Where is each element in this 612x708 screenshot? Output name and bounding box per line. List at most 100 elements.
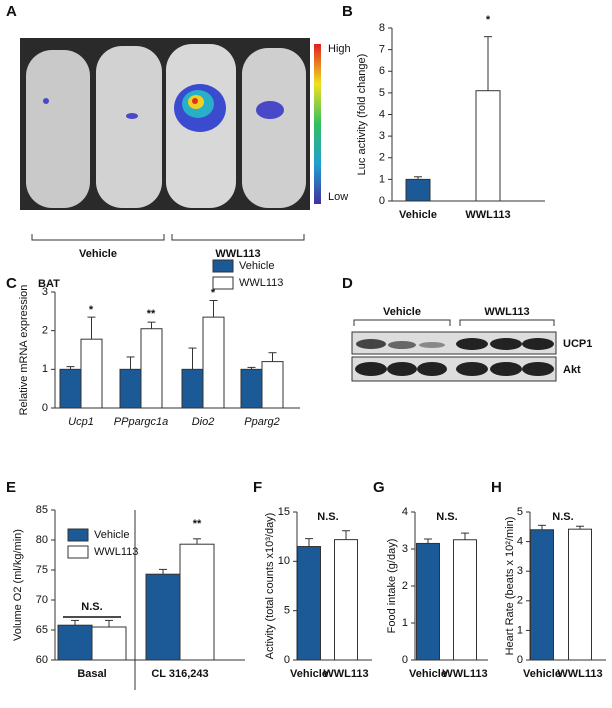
x-tick-label: WWL113 [323,668,368,680]
y-tick-label: 6 [379,65,385,77]
bar [475,90,501,202]
bar [530,529,554,661]
legend-label: Vehicle [94,529,129,541]
y-tick-label: 15 [278,506,290,518]
bar [568,528,592,661]
y-tick-label: 4 [517,536,523,548]
y-tick-label: 5 [517,506,523,518]
group-label: Vehicle [79,248,117,260]
panel-label: F [253,479,262,496]
panel-label: B [342,3,353,20]
y-tick-label: 80 [36,534,48,546]
x-tick-label: CL 316,243 [151,668,208,680]
x-tick-label: WWL113 [442,668,487,680]
group-label: WWL113 [484,306,529,318]
panel-label: E [6,479,16,496]
bar [57,624,93,661]
y-tick-label: 10 [278,555,290,567]
legend-label: Vehicle [239,260,274,272]
band-label: UCP1 [563,338,592,350]
y-tick-label: 8 [379,22,385,34]
x-tick-label: Vehicle [399,209,437,221]
annotation: * [89,304,94,316]
y-axis-label: Relative mRNA expression [18,285,30,416]
y-tick-label: 1 [42,363,48,375]
y-tick-label: 1 [402,617,408,629]
bar [80,338,103,409]
bar [261,361,284,409]
color-scale [314,44,321,204]
y-axis-label: Luc activity (fold change) [356,54,368,176]
bar [181,368,204,409]
y-tick-label: 4 [402,506,408,518]
bar [140,328,163,409]
bar [119,368,142,409]
y-tick-label: 75 [36,564,48,576]
y-tick-label: 2 [402,580,408,592]
y-tick-label: 0 [402,654,408,666]
panel-label: G [373,479,385,496]
y-axis-label: Volume O2 (ml/kg/min) [12,529,24,641]
y-tick-label: 3 [517,565,523,577]
y-axis-label: Heart Rate (beats x 10²/min) [504,517,516,656]
bar [453,539,477,661]
y-tick-label: 2 [42,325,48,337]
x-tick-label: Dio2 [192,416,215,428]
annotation: N.S. [552,511,573,523]
annotation: ** [147,308,156,320]
x-tick-label: Ucp1 [68,416,94,428]
bar [297,546,321,661]
y-tick-label: 3 [379,130,385,142]
panel-label: A [6,3,17,20]
y-tick-label: 70 [36,594,48,606]
x-tick-label: WWL113 [465,209,510,221]
y-axis-label: Activity (total counts x10³/day) [264,513,276,660]
panel-label: C [6,275,17,292]
annotation: N.S. [81,601,102,613]
panel-label: H [491,479,502,496]
x-tick-label: Vehicle [409,668,447,680]
group-label: WWL113 [215,248,260,260]
y-tick-label: 5 [284,605,290,617]
group-bracket [31,234,305,241]
bar [202,316,225,409]
x-tick-label: Vehicle [290,668,328,680]
blot-image [351,331,557,382]
bar [405,178,431,202]
y-tick-label: 2 [517,595,523,607]
annotation: * [211,287,216,299]
y-tick-label: 4 [379,108,385,120]
x-tick-label: WWL113 [557,668,602,680]
scale-low: Low [328,191,348,203]
annotation: * [486,14,491,26]
x-tick-label: Pparg2 [244,416,279,428]
y-tick-label: 0 [42,402,48,414]
bar [179,543,215,661]
panel-label: D [342,275,353,292]
annotation: ** [193,518,202,530]
y-tick-label: 0 [284,654,290,666]
legend-swatch [212,259,234,273]
y-tick-label: 0 [379,195,385,207]
annotation: N.S. [317,511,338,523]
scale-high: High [328,43,351,55]
x-tick-label: Basal [77,668,106,680]
bar [416,542,440,661]
bar [240,368,263,409]
group-bracket [353,319,555,326]
y-tick-label: 1 [379,173,385,185]
legend-label: WWL113 [239,277,283,289]
legend-swatch [67,528,89,542]
y-tick-label: 7 [379,44,385,56]
y-tick-label: 65 [36,624,48,636]
group-label: Vehicle [383,306,421,318]
bar [145,573,181,661]
annotation: N.S. [436,511,457,523]
y-axis-label: Food intake (g/day) [386,539,398,634]
bar [59,368,82,409]
y-tick-label: 0 [517,654,523,666]
legend-swatch [67,545,89,559]
x-tick-label: PPpargc1a [114,416,168,428]
x-tick-label: Vehicle [523,668,561,680]
